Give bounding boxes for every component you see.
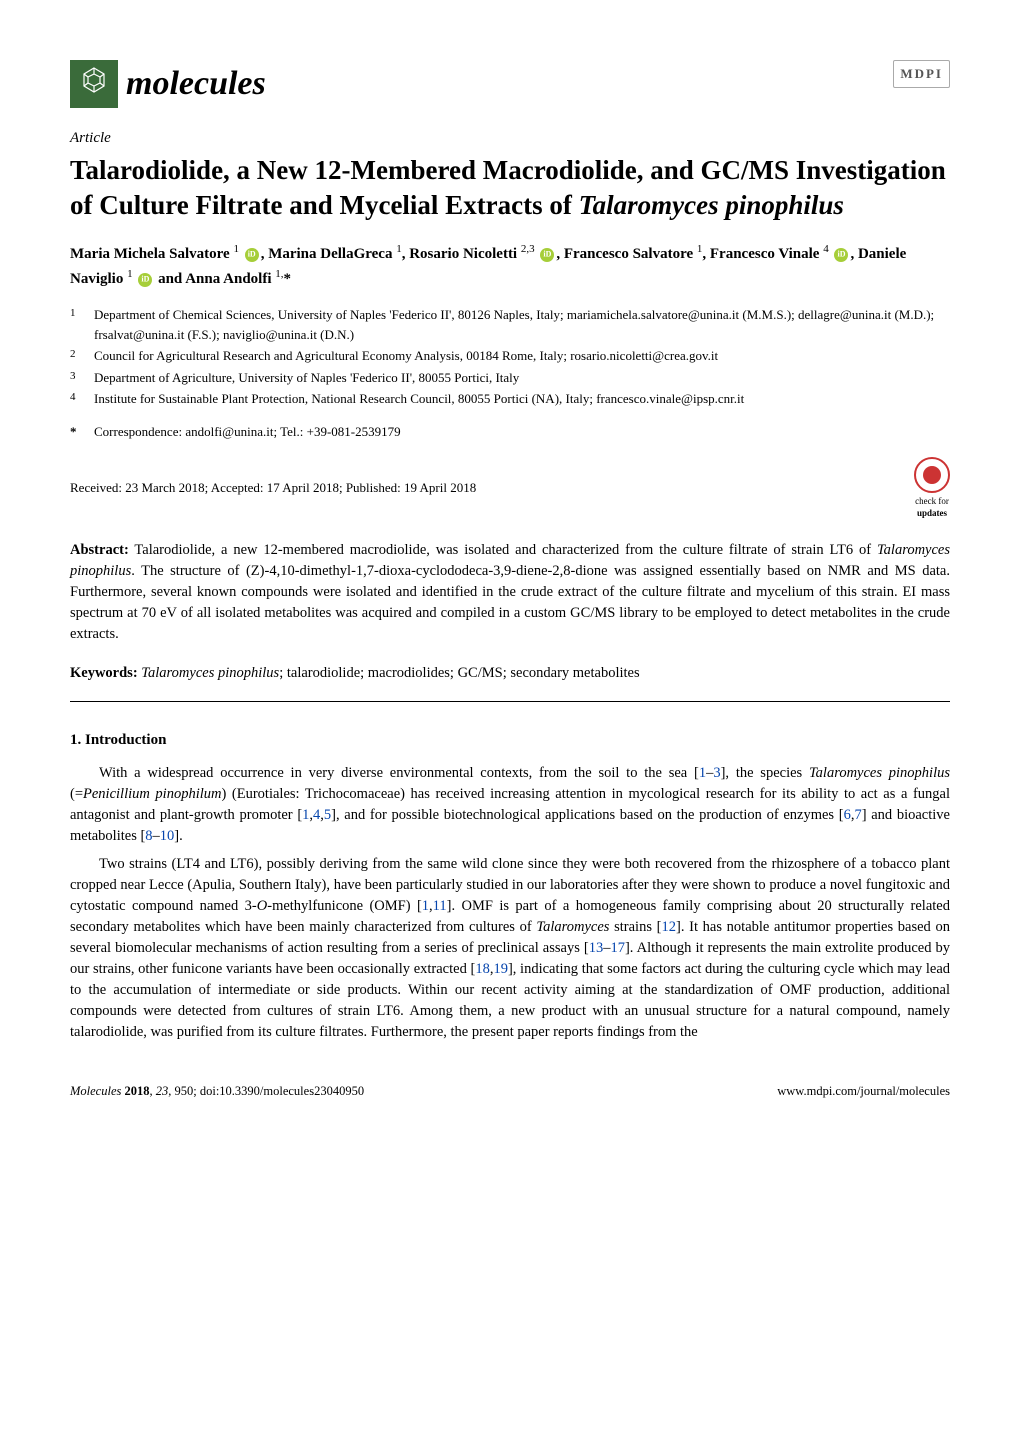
affiliation-row: 2 Council for Agricultural Research and … — [70, 346, 950, 366]
correspondence-text: Correspondence: andolfi@unina.it; Tel.: … — [94, 423, 401, 441]
text: With a widespread occurrence in very div… — [99, 765, 699, 781]
received-text: Received: 23 March 2018; Accepted: 17 Ap… — [70, 479, 476, 497]
footer-citation: 2018, 23, 950; doi:10.3390/molecules2304… — [121, 1084, 364, 1098]
species-italic: Talaromyces pinophilus — [809, 765, 950, 781]
authors-block: Maria Michela Salvatore 1 , Marina Della… — [70, 241, 950, 291]
journal-logo-block: molecules — [70, 60, 266, 108]
affiliations-block: 1 Department of Chemical Sciences, Unive… — [70, 305, 950, 409]
footer-url: www.mdpi.com/journal/molecules — [777, 1083, 950, 1101]
updates-circle-icon — [914, 457, 950, 493]
ref-link[interactable]: 13 — [589, 940, 604, 956]
ref-link[interactable]: 8 — [145, 828, 152, 844]
updates-line1: check for — [915, 495, 949, 508]
abstract-text: Talarodiolide, a new 12-membered macrodi… — [70, 542, 950, 642]
ref-link[interactable]: 1 — [422, 898, 429, 914]
keywords-block: Keywords: Talaromyces pinophilus; talaro… — [70, 663, 950, 683]
author-7: and Anna Andolfi 1,* — [158, 271, 291, 287]
author-4: Francesco Salvatore 1, — [564, 246, 710, 262]
ref-link[interactable]: 11 — [433, 898, 447, 914]
affiliation-row: 4 Institute for Sustainable Plant Protec… — [70, 389, 950, 409]
ref-link[interactable]: 12 — [661, 919, 676, 935]
abstract-block: Abstract: Talarodiolide, a new 12-member… — [70, 540, 950, 645]
affil-num: 1 — [70, 305, 80, 344]
dates-row: Received: 23 March 2018; Accepted: 17 Ap… — [70, 457, 950, 520]
ref-link[interactable]: 1 — [699, 765, 706, 781]
ref-link[interactable]: 10 — [160, 828, 175, 844]
article-type: Article — [70, 128, 950, 149]
text: ], the species — [721, 765, 809, 781]
affil-text: Department of Chemical Sciences, Univers… — [94, 305, 950, 344]
affil-text: Institute for Sustainable Plant Protecti… — [94, 389, 950, 409]
ref-link[interactable]: 19 — [493, 961, 508, 977]
affil-num: 2 — [70, 346, 80, 366]
check-updates-badge[interactable]: check for updates — [914, 457, 950, 520]
keywords-text: Talaromyces pinophilus; talarodiolide; m… — [138, 665, 640, 681]
updates-line2: updates — [917, 507, 947, 520]
abstract-label: Abstract: — [70, 542, 129, 558]
affiliation-row: 1 Department of Chemical Sciences, Unive… — [70, 305, 950, 344]
section-heading-intro: 1. Introduction — [70, 730, 950, 751]
orcid-icon — [138, 273, 152, 287]
text: – — [153, 828, 160, 844]
ref-link[interactable]: 18 — [475, 961, 490, 977]
affil-num: 3 — [70, 368, 80, 388]
footer-journal: Molecules — [70, 1084, 121, 1098]
ref-link[interactable]: 17 — [610, 940, 625, 956]
text: strains [ — [609, 919, 661, 935]
ref-link[interactable]: 7 — [854, 807, 861, 823]
footer-left: Molecules 2018, 23, 950; doi:10.3390/mol… — [70, 1083, 364, 1101]
page-footer: Molecules 2018, 23, 950; doi:10.3390/mol… — [70, 1083, 950, 1101]
correspondence-block: * Correspondence: andolfi@unina.it; Tel.… — [70, 423, 950, 441]
author-1: Maria Michela Salvatore 1 , — [70, 246, 268, 262]
italic-o: O — [257, 898, 267, 914]
affil-text: Department of Agriculture, University of… — [94, 368, 950, 388]
author-3: Rosario Nicoletti 2,3 , — [409, 246, 564, 262]
article-title: Talarodiolide, a New 12-Membered Macrodi… — [70, 153, 950, 223]
species-italic: Penicillium pinophilum — [83, 786, 221, 802]
text: -methylfunicone (OMF) [ — [267, 898, 422, 914]
journal-name: molecules — [126, 60, 266, 108]
author-5: Francesco Vinale 4 , — [710, 246, 858, 262]
intro-para-2: Two strains (LT4 and LT6), possibly deri… — [70, 854, 950, 1043]
header-row: molecules MDPI — [70, 60, 950, 108]
molecules-logo-icon — [70, 60, 118, 108]
affil-num: 4 — [70, 389, 80, 409]
keywords-label: Keywords: — [70, 665, 138, 681]
orcid-icon — [540, 248, 554, 262]
affil-text: Council for Agricultural Research and Ag… — [94, 346, 950, 366]
ref-link[interactable]: 6 — [844, 807, 851, 823]
ref-link[interactable]: 3 — [713, 765, 720, 781]
text: ], and for possible biotechnological app… — [331, 807, 843, 823]
section-separator — [70, 701, 950, 702]
genus-italic: Talaromyces — [536, 919, 609, 935]
orcid-icon — [834, 248, 848, 262]
intro-para-1: With a widespread occurrence in very div… — [70, 763, 950, 847]
author-2: Marina DellaGreca 1, — [268, 246, 409, 262]
affiliation-row: 3 Department of Agriculture, University … — [70, 368, 950, 388]
text: ]. — [174, 828, 182, 844]
publisher-logo: MDPI — [893, 60, 950, 88]
orcid-icon — [245, 248, 259, 262]
correspondence-star: * — [70, 423, 80, 441]
title-species-italic: Talaromyces pinophilus — [579, 190, 844, 220]
text: (= — [70, 786, 83, 802]
